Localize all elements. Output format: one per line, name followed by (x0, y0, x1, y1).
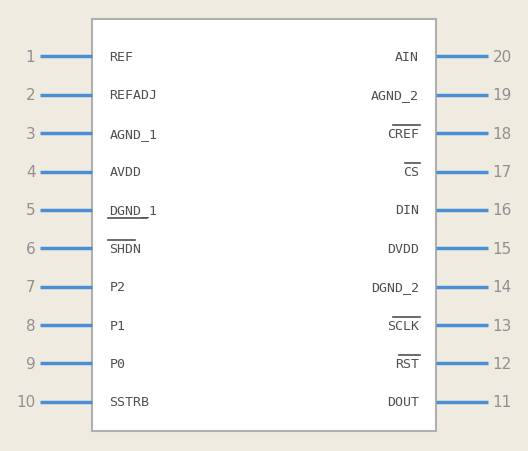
Text: 18: 18 (493, 126, 512, 141)
Text: 4: 4 (26, 165, 35, 179)
Text: P1: P1 (109, 319, 125, 332)
Bar (92, 20, 436, 431)
Text: 1: 1 (26, 50, 35, 64)
Text: AGND_1: AGND_1 (109, 127, 157, 140)
Text: 12: 12 (493, 356, 512, 371)
Text: AVDD: AVDD (109, 166, 142, 179)
Text: 5: 5 (26, 203, 35, 218)
Text: REFADJ: REFADJ (109, 89, 157, 102)
Text: DVDD: DVDD (386, 242, 419, 255)
Text: 20: 20 (493, 50, 512, 64)
Text: 17: 17 (493, 165, 512, 179)
Text: 9: 9 (26, 356, 35, 371)
Text: 13: 13 (493, 318, 512, 333)
Text: 3: 3 (26, 126, 35, 141)
Text: SHDN: SHDN (109, 242, 142, 255)
Text: 2: 2 (26, 88, 35, 103)
Text: 7: 7 (26, 280, 35, 295)
Text: CS: CS (403, 166, 419, 179)
Text: RST: RST (395, 357, 419, 370)
Text: P0: P0 (109, 357, 125, 370)
Text: REF: REF (109, 51, 133, 64)
Text: 8: 8 (26, 318, 35, 333)
Text: CREF: CREF (386, 127, 419, 140)
Text: DOUT: DOUT (386, 396, 419, 409)
Text: AGND_2: AGND_2 (371, 89, 419, 102)
Text: 11: 11 (493, 395, 512, 410)
Text: 14: 14 (493, 280, 512, 295)
Text: DIN: DIN (395, 204, 419, 217)
Text: 15: 15 (493, 241, 512, 256)
Text: AIN: AIN (395, 51, 419, 64)
Text: 16: 16 (493, 203, 512, 218)
Text: DGND_2: DGND_2 (371, 281, 419, 294)
Text: 10: 10 (16, 395, 35, 410)
Text: SCLK: SCLK (386, 319, 419, 332)
Text: 6: 6 (26, 241, 35, 256)
Text: DGND_1: DGND_1 (109, 204, 157, 217)
Text: P2: P2 (109, 281, 125, 294)
Text: SSTRB: SSTRB (109, 396, 149, 409)
Text: 19: 19 (493, 88, 512, 103)
